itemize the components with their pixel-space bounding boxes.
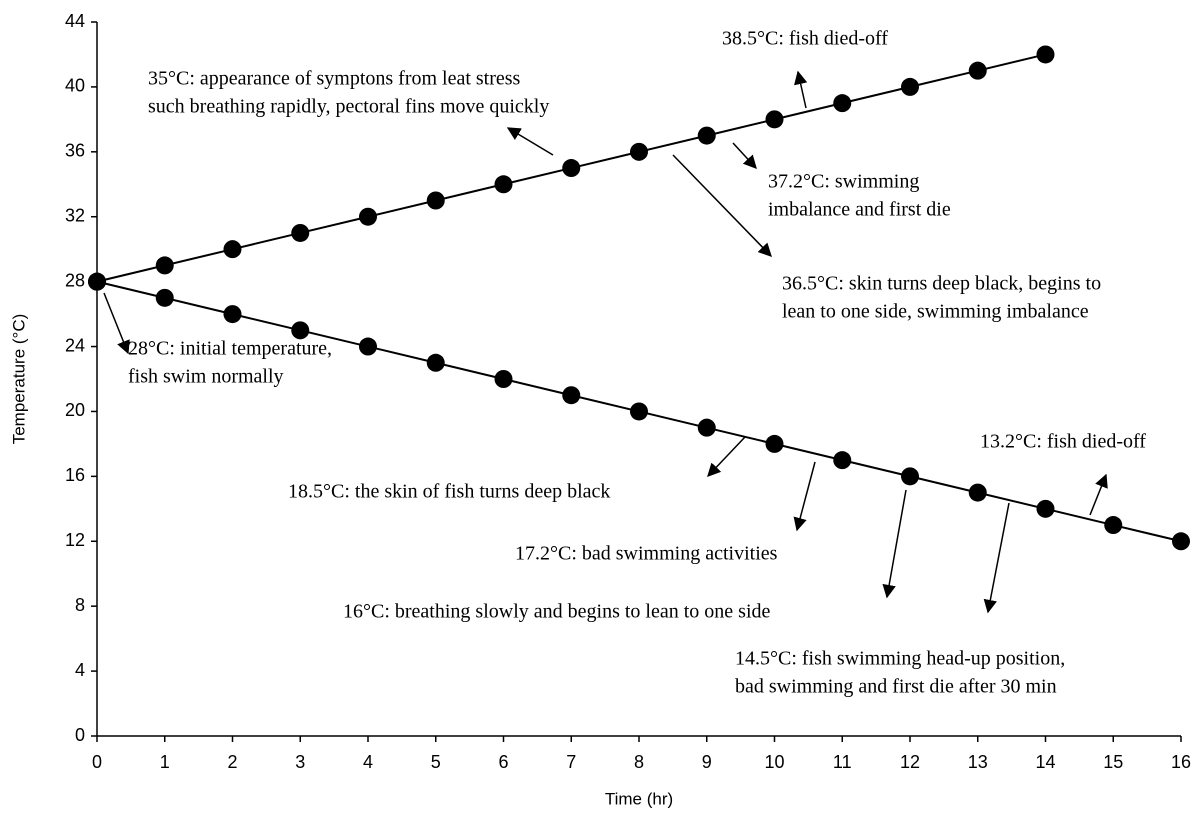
annotation: 36.5°C: skin turns deep black, begins to <box>782 273 1101 295</box>
annotation-arrow <box>732 142 757 169</box>
x-tick-label: 3 <box>295 752 305 772</box>
data-point <box>223 305 242 324</box>
data-point <box>968 483 987 502</box>
annotation: 28°C: initial temperature, <box>128 338 332 360</box>
y-tick-label: 16 <box>65 465 85 485</box>
y-tick-label: 8 <box>75 595 85 615</box>
y-tick-label: 36 <box>65 141 85 161</box>
annotation: 13.2°C: fish died-off <box>980 431 1146 453</box>
annotation-arrow <box>882 489 907 599</box>
data-point <box>833 451 852 470</box>
data-point <box>1036 499 1055 518</box>
annotation: 16°C: breathing slowly and begins to lea… <box>343 601 770 623</box>
x-tick-label: 1 <box>160 752 170 772</box>
data-point <box>426 191 445 210</box>
x-axis-label: Time (hr) <box>605 789 673 808</box>
annotation: fish swim normally <box>128 366 284 388</box>
x-tick-label: 16 <box>1171 752 1191 772</box>
annotation: imbalance and first die <box>768 199 951 221</box>
y-tick-label: 0 <box>75 725 85 745</box>
data-point <box>765 110 784 129</box>
x-tick-label: 15 <box>1103 752 1123 772</box>
x-tick-label: 5 <box>431 752 441 772</box>
data-point <box>426 353 445 372</box>
x-tick-label: 12 <box>900 752 920 772</box>
annotation-arrow <box>103 292 130 355</box>
x-tick-label: 13 <box>968 752 988 772</box>
y-tick-label: 4 <box>75 660 85 680</box>
annotation: 17.2°C: bad swimming activities <box>515 543 778 565</box>
x-tick-label: 8 <box>634 752 644 772</box>
y-axis-label: Temperature (°C) <box>9 314 28 445</box>
annotation-arrow <box>983 502 1010 614</box>
annotation: lean to one side, swimming imbalance <box>782 301 1089 323</box>
x-tick-label: 7 <box>566 752 576 772</box>
data-point <box>697 126 716 145</box>
x-tick-label: 6 <box>498 752 508 772</box>
annotation: 18.5°C: the skin of fish turns deep blac… <box>288 481 610 503</box>
annotation: bad swimming and first die after 30 min <box>735 676 1057 698</box>
data-point <box>833 94 852 113</box>
x-tick-label: 14 <box>1035 752 1055 772</box>
data-point <box>291 223 310 242</box>
y-tick-label: 40 <box>65 76 85 96</box>
x-tick-label: 9 <box>702 752 712 772</box>
data-point <box>901 467 919 486</box>
annotation: 37.2°C: swimming <box>768 171 919 193</box>
data-point <box>630 142 648 161</box>
data-point <box>1104 516 1123 535</box>
y-tick-label: 44 <box>65 11 85 31</box>
annotation-arrow <box>707 436 746 477</box>
annotation-arrow <box>672 154 772 257</box>
annotation: such breathing rapidly, pectoral fins mo… <box>148 96 549 118</box>
data-point <box>562 159 581 178</box>
data-point <box>1172 532 1190 551</box>
data-point <box>223 240 242 259</box>
data-point <box>88 272 106 291</box>
annotation-arrow <box>506 127 554 156</box>
x-tick-label: 4 <box>363 752 373 772</box>
data-point <box>155 288 174 307</box>
data-point <box>630 402 648 421</box>
data-point <box>291 321 310 340</box>
data-point <box>765 434 784 453</box>
data-point <box>359 337 377 356</box>
data-point <box>494 175 513 194</box>
annotation-arrow <box>793 461 816 532</box>
y-tick-label: 20 <box>65 400 85 420</box>
data-point <box>697 418 716 437</box>
data-point <box>562 386 581 405</box>
data-point <box>968 61 987 80</box>
data-point <box>155 256 174 275</box>
x-tick-label: 0 <box>92 752 102 772</box>
data-point <box>359 207 377 226</box>
x-tick-label: 10 <box>764 752 784 772</box>
data-point <box>901 77 919 96</box>
annotation-arrow <box>794 70 808 109</box>
y-tick-label: 28 <box>65 270 85 290</box>
y-tick-label: 12 <box>65 530 85 550</box>
y-tick-label: 32 <box>65 205 85 225</box>
clipped-annotation: 16°C: breathing slowly and begins to lea… <box>343 601 770 623</box>
data-point <box>494 370 513 388</box>
annotation-arrow <box>1089 473 1108 516</box>
data-point <box>1036 45 1055 64</box>
annotation: 14.5°C: fish swimming head-up position, <box>735 648 1065 670</box>
annotation: 35°C: appearance of symptons from leat s… <box>148 68 521 90</box>
x-tick-label: 2 <box>227 752 237 772</box>
y-tick-label: 24 <box>65 335 85 355</box>
x-tick-label: 11 <box>833 752 852 772</box>
annotation: 38.5°C: fish died-off <box>722 28 888 50</box>
